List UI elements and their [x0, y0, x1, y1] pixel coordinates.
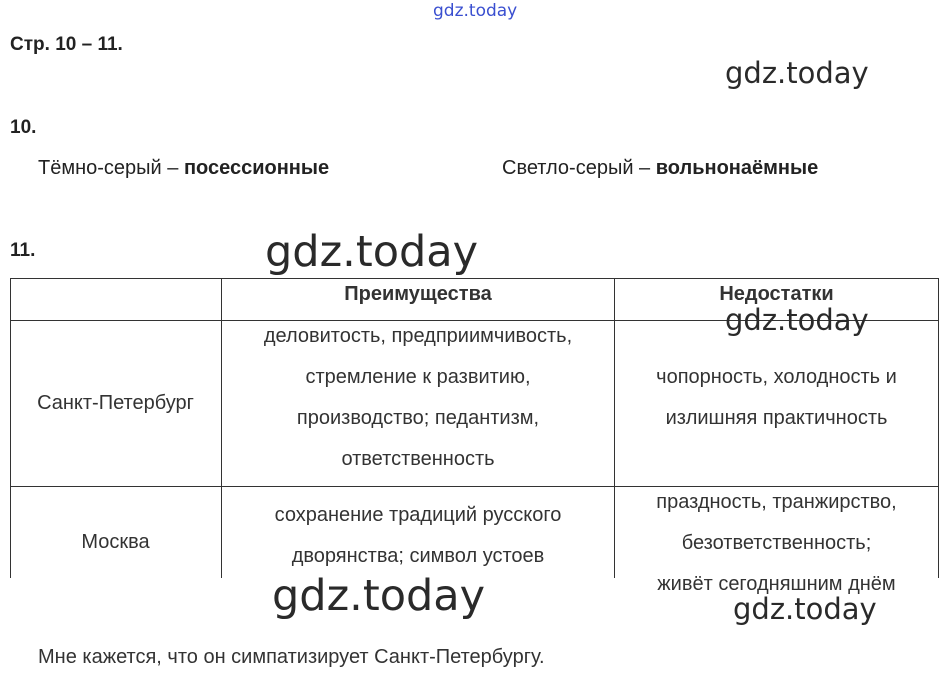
- city-spb: Санкт-Петербург: [37, 392, 194, 414]
- text-line: безответственность;: [681, 531, 872, 554]
- watermark: gdz.today: [733, 592, 877, 626]
- task-11-number: 11.: [10, 240, 36, 261]
- conclusion-text: Мне кажется, что он симпатизирует Санкт-…: [38, 646, 545, 668]
- watermark: gdz.today: [725, 303, 869, 337]
- watermark: gdz.today: [272, 571, 486, 621]
- text-line: сохранение традиций русского: [274, 504, 562, 526]
- text-line: праздность, транжирство,: [656, 490, 897, 513]
- task-10-right: Светло-серый – вольнонаёмные: [502, 157, 818, 180]
- watermark: gdz.today: [725, 56, 869, 90]
- text-line: чопорность, холодность и: [656, 365, 897, 388]
- header-advantages: Преимущества: [344, 282, 492, 305]
- city-moscow: Москва: [81, 530, 150, 553]
- task-10-left: Тёмно-серый – посессионные: [38, 157, 329, 180]
- text-line: излишняя практичность: [665, 406, 888, 429]
- text-line: живёт сегодняшним днём: [657, 572, 896, 595]
- left-value: посессионные: [183, 157, 330, 179]
- text-line: стремление к развитию,: [305, 365, 531, 388]
- watermark-top: gdz.today: [433, 1, 518, 21]
- text-line: деловитость, предприимчивость,: [263, 324, 573, 347]
- text-line: производство; педантизм,: [296, 406, 540, 429]
- right-label: Светло-серый –: [502, 157, 656, 179]
- spb-advantages: деловитость, предприимчивость, стремлени…: [222, 315, 614, 480]
- page-heading: Стр. 10 – 11.: [10, 34, 123, 55]
- watermark: gdz.today: [265, 227, 479, 277]
- comparison-table: Преимущества Недостатки Санкт-Петербург …: [10, 278, 939, 595]
- left-label: Тёмно-серый –: [38, 157, 184, 179]
- header-disadvantages: Недостатки: [719, 282, 834, 305]
- moscow-advantages: сохранение традиций русского дворянства;…: [222, 481, 614, 591]
- task-10-number: 10.: [10, 117, 37, 138]
- text-line: дворянства; символ устоев: [291, 545, 545, 567]
- text-line: ответственность: [341, 447, 495, 470]
- right-value: вольнонаёмные: [655, 157, 819, 179]
- spb-disadvantages: чопорность, холодность и излишняя практи…: [615, 315, 938, 480]
- moscow-disadvantages: праздность, транжирство, безответственно…: [615, 481, 938, 605]
